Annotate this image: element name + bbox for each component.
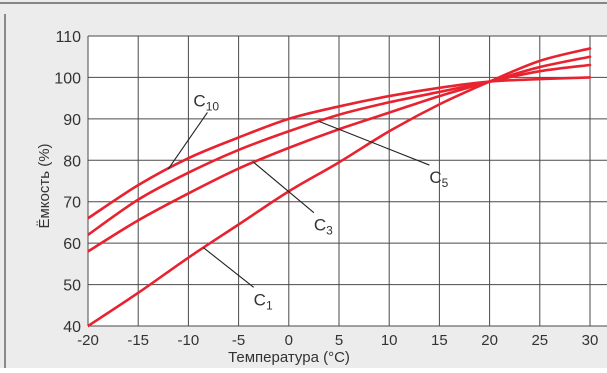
series-label-c10: C10: [193, 91, 219, 113]
series-line-c10: [88, 76, 592, 220]
y-tick-label: 100: [54, 70, 81, 87]
series-label-sub: 3: [326, 224, 333, 238]
leader-line-c10: [167, 112, 208, 170]
y-axis-label: Ёмкость (%): [36, 143, 53, 228]
x-axis-label: Температура (°C): [228, 349, 350, 366]
x-tick-label: -5: [232, 332, 245, 349]
series-label-main: C: [254, 290, 266, 309]
series-label-sub: 1: [266, 298, 273, 312]
series-label-c5: C5: [429, 168, 448, 190]
leader-line-c3: [253, 161, 315, 214]
y-tick-label: 70: [63, 195, 81, 212]
y-tick-label: 110: [55, 29, 81, 46]
leader-line-c1: [203, 247, 255, 288]
x-tick-label: 0: [285, 332, 293, 349]
x-tick-label: 20: [481, 332, 498, 349]
series-label-main: C: [193, 91, 205, 110]
series-line-c1: [88, 47, 592, 328]
series-layer: [88, 47, 592, 328]
y-tick-label: 50: [63, 278, 81, 295]
x-tick-label: -20: [77, 332, 99, 349]
x-tick-label: 25: [531, 332, 548, 349]
series-label-sub: 5: [442, 176, 449, 190]
x-tick-label: 10: [381, 332, 398, 349]
y-tick-label: 60: [63, 236, 81, 253]
x-axis-ticks: -20 -15 -10 -5 0 5 10 15 20 25 30: [77, 332, 598, 349]
series-label-c3: C3: [314, 216, 333, 238]
y-tick-label: 90: [63, 112, 81, 129]
leader-line-c5: [318, 120, 430, 166]
series-label-main: C: [314, 216, 326, 235]
y-tick-label: 40: [63, 319, 81, 336]
x-tick-label: -15: [127, 332, 149, 349]
x-tick-label: 15: [431, 332, 448, 349]
x-tick-label: 30: [582, 332, 599, 349]
series-label-sub: 10: [206, 99, 220, 113]
x-tick-label: 5: [335, 332, 343, 349]
y-axis-ticks: 40 50 60 70 80 90 100 110: [54, 29, 81, 336]
grid: [87, 35, 607, 327]
series-label-main: C: [429, 168, 441, 187]
x-tick-label: -10: [178, 332, 200, 349]
y-tick-label: 80: [63, 153, 81, 170]
series-label-c1: C1: [254, 290, 273, 312]
